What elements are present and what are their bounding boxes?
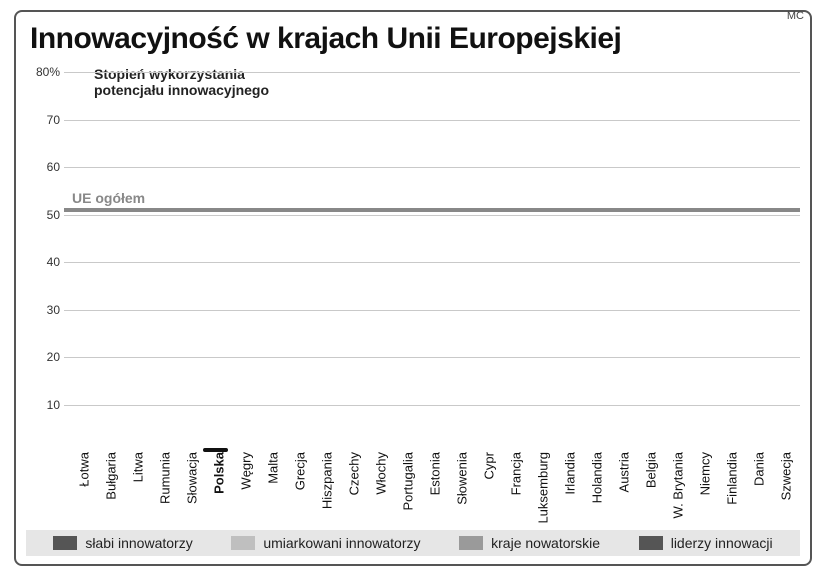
legend-swatch (231, 536, 255, 550)
category-label: Węgry (232, 452, 253, 490)
category-label: Bułgaria (97, 452, 118, 500)
category-label: Litwa (124, 452, 145, 482)
bar-slot: Polska (203, 448, 228, 452)
reference-label: UE ogółem (68, 190, 149, 206)
category-label: Holandia (584, 452, 605, 503)
y-tick-label: 20 (36, 350, 60, 364)
gridline (64, 405, 800, 406)
category-label: W. Brytania (665, 452, 686, 518)
legend-item: umiarkowani innowatorzy (231, 535, 420, 551)
y-tick-label: 30 (36, 303, 60, 317)
category-label: Czechy (340, 452, 361, 495)
category-label: Francja (503, 452, 524, 495)
category-label: Belgia (638, 452, 659, 488)
legend: słabi innowatorzy umiarkowani innowatorzy… (26, 530, 800, 556)
y-tick-label: 60 (36, 160, 60, 174)
y-tick-label: 50 (36, 208, 60, 222)
y-tick-label: 80% (36, 65, 60, 79)
gridline (64, 215, 800, 216)
category-label: Słowacja (178, 452, 199, 504)
category-label: Finlandia (719, 452, 740, 505)
category-label: Hiszpania (313, 452, 334, 509)
category-label: Niemcy (692, 452, 713, 495)
category-label: Łotwa (70, 452, 91, 487)
category-label: Polska (205, 452, 226, 494)
gridline (64, 310, 800, 311)
gridline (64, 72, 800, 73)
legend-label: słabi innowatorzy (85, 535, 192, 551)
y-tick-label: 70 (36, 113, 60, 127)
category-label: Słowenia (448, 452, 469, 505)
category-label: Luksemburg (530, 452, 551, 524)
y-tick-label: 40 (36, 255, 60, 269)
legend-item: liderzy innowacji (639, 535, 773, 551)
category-label: Portugalia (394, 452, 415, 511)
legend-item: kraje nowatorskie (459, 535, 600, 551)
legend-swatch (53, 536, 77, 550)
gridline (64, 357, 800, 358)
legend-label: umiarkowani innowatorzy (263, 535, 420, 551)
category-label: Dania (746, 452, 767, 486)
chart-frame: MC Innowacyjność w krajach Unii Europejs… (14, 10, 812, 566)
reference-line (64, 208, 800, 212)
category-label: Rumunia (151, 452, 172, 504)
legend-swatch (639, 536, 663, 550)
y-tick-label: 10 (36, 398, 60, 412)
chart-title: Innowacyjność w krajach Unii Europejskie… (30, 22, 621, 56)
legend-swatch (459, 536, 483, 550)
category-label: Grecja (286, 452, 307, 490)
category-label: Włochy (367, 452, 388, 495)
legend-item: słabi innowatorzy (53, 535, 192, 551)
category-label: Szwecja (773, 452, 794, 500)
gridline (64, 120, 800, 121)
gridline (64, 167, 800, 168)
category-label: Estonia (421, 452, 442, 495)
category-label: Cypr (475, 452, 496, 479)
gridline (64, 262, 800, 263)
category-label: Austria (611, 452, 632, 492)
category-label: Irlandia (557, 452, 578, 495)
category-label: Malta (259, 452, 280, 484)
corner-credit: MC (787, 10, 804, 22)
legend-label: liderzy innowacji (671, 535, 773, 551)
plot-area: ŁotwaBułgariaLitwaRumuniaSłowacjaPolskaW… (64, 72, 800, 452)
legend-label: kraje nowatorskie (491, 535, 600, 551)
